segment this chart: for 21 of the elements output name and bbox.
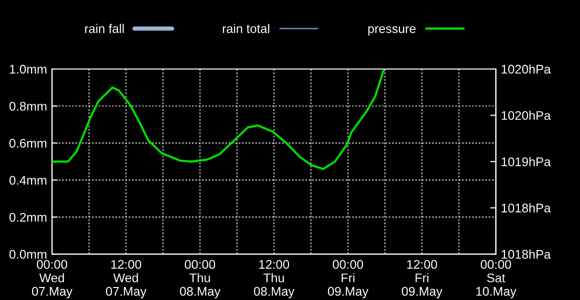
legend-label: rain total: [222, 24, 270, 34]
legend-label: rain fall: [85, 24, 124, 34]
x-tick-label: 12:00 Fri 09.May: [402, 260, 442, 298]
y-tick-label: 0.0mm: [9, 250, 46, 259]
y-tick-label: 0.8mm: [9, 102, 46, 111]
x-tick-label: 12:00 Wed 07.May: [106, 260, 146, 298]
x-tick-label: 00:00 Fri 09.May: [328, 260, 368, 298]
y-tick-label: 0.6mm: [9, 138, 46, 148]
y2-tick-label: 1019hPa: [502, 157, 551, 166]
y2-tick-label: 1020hPa: [502, 110, 551, 120]
x-tick-label: 00:00 Sat 10.May: [476, 260, 516, 298]
y2-tick-label: 1018hPa: [502, 250, 551, 259]
x-tick-label: 00:00 Thu 08.May: [180, 260, 220, 298]
y-tick-label: 1.0mm: [10, 64, 46, 74]
y-tick-label: 0.2mm: [9, 212, 46, 222]
y2-tick-label: 1018hPa: [502, 203, 551, 212]
y-tick-label: 0.4mm: [9, 176, 46, 185]
x-tick-label: 00:00 Wed 07.May: [32, 260, 72, 298]
legend-label: pressure: [368, 26, 416, 36]
y2-tick-label: 1020hPa: [502, 64, 551, 74]
x-tick-label: 12:00 Thu 08.May: [254, 260, 294, 298]
